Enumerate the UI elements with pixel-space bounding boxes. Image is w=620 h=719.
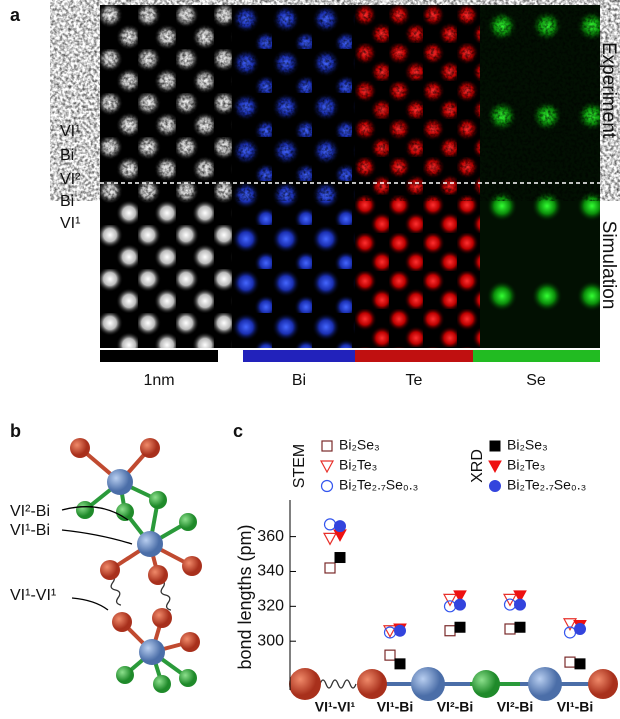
row-label: Experiment	[598, 42, 619, 139]
scale-label: 1nm	[143, 372, 174, 389]
x-tick-label: VI¹-Bi	[557, 699, 594, 715]
x-tick-label: VI¹-VI¹	[315, 699, 356, 715]
y-tick-label: 360	[257, 528, 284, 545]
y-tick-label: 300	[257, 632, 284, 649]
y-tick-label: 340	[257, 563, 284, 580]
chain-model	[289, 667, 618, 701]
panel-label: b	[10, 421, 21, 441]
marker	[453, 590, 467, 603]
marker	[513, 590, 527, 603]
marker	[382, 625, 398, 638]
row-label: Simulation	[598, 221, 619, 310]
panel-label: c	[233, 421, 243, 441]
scale-label: Bi	[292, 372, 306, 389]
marker	[444, 625, 456, 637]
legend-title: STEM	[291, 444, 308, 488]
marker	[488, 460, 502, 474]
y-tick-label: 320	[257, 598, 284, 615]
marker	[319, 460, 335, 474]
marker	[574, 622, 586, 635]
marker	[454, 621, 466, 633]
marker	[394, 658, 406, 670]
legend-label: Bi₂Se₃	[339, 437, 380, 453]
marker	[324, 562, 336, 574]
layer-labels: VI¹ Bi VI² Bi VI¹	[60, 123, 81, 232]
layer-label: VI¹	[60, 215, 80, 232]
marker	[504, 623, 516, 635]
marker	[320, 479, 334, 493]
layer-label: VI¹	[60, 123, 80, 140]
scale-bars	[100, 350, 600, 362]
bond-label: VI²-Bi	[10, 503, 50, 520]
marker	[514, 621, 526, 633]
bond-label: VI¹-Bi	[10, 522, 50, 539]
marker	[564, 656, 576, 668]
legend-label: Bi₂Te₃	[339, 457, 377, 473]
legend-label: Bi₂Te₂.₇Se₀.₃	[507, 477, 586, 493]
layer-label: Bi	[60, 147, 74, 164]
marker	[394, 624, 406, 637]
marker	[323, 518, 337, 531]
marker	[574, 658, 586, 670]
scale-label: Se	[526, 372, 546, 389]
layer-label: Bi	[60, 193, 74, 210]
marker	[334, 552, 346, 564]
marker	[562, 618, 578, 632]
crystal-model	[61, 438, 202, 693]
marker	[489, 440, 501, 452]
scale-label: Te	[406, 372, 423, 389]
marker	[384, 649, 396, 661]
marker	[442, 593, 458, 607]
marker	[454, 598, 466, 611]
layer-label: VI²	[60, 171, 81, 188]
legend-title: XRD	[469, 449, 486, 483]
marker	[321, 440, 333, 452]
micrographs	[100, 5, 600, 348]
x-tick-label: VI²-Bi	[497, 699, 534, 715]
legend-label: Bi₂Te₂.₇Se₀.₃	[339, 477, 418, 493]
marker	[322, 532, 338, 546]
marker	[334, 520, 346, 533]
marker	[514, 598, 526, 611]
x-tick-label: VI¹-Bi	[377, 699, 414, 715]
legend-label: Bi₂Se₃	[507, 437, 548, 453]
x-tick-label: VI²-Bi	[437, 699, 474, 715]
bond-label: VI¹-VI¹	[10, 587, 56, 604]
panel-label: a	[10, 5, 21, 25]
y-axis-label: bond lengths (pm)	[235, 524, 255, 669]
marker	[489, 480, 501, 492]
legend-label: Bi₂Te₃	[507, 457, 545, 473]
